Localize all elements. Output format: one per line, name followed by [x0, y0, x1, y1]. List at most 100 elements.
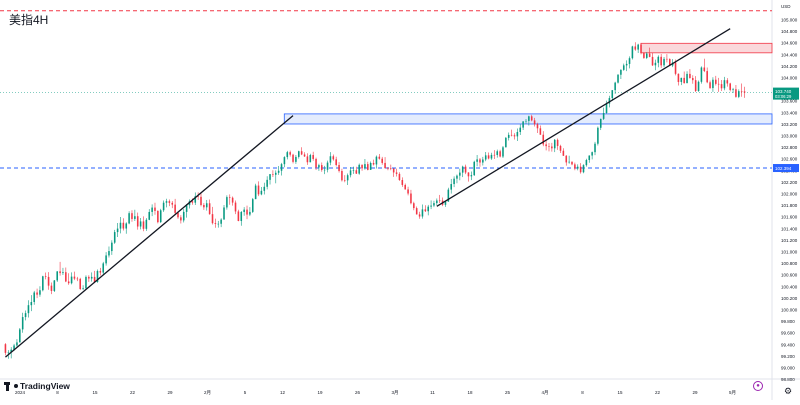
- candle-body: [151, 207, 153, 212]
- candle-body: [631, 46, 634, 59]
- candle-body: [321, 165, 323, 171]
- candle-body: [571, 161, 573, 165]
- gear-icon[interactable]: ⚙: [784, 386, 793, 396]
- candle-body: [197, 196, 199, 197]
- time-tick-label: 4月: [541, 390, 548, 396]
- time-tick-label: 18: [467, 390, 473, 395]
- time-tick-label: 29: [692, 390, 698, 395]
- candle-body: [105, 255, 107, 264]
- price-tick-label: 99.200: [781, 354, 795, 359]
- candle-body: [367, 164, 369, 170]
- candle-body: [398, 173, 401, 181]
- candle-body: [657, 56, 660, 63]
- price-zone: [640, 42, 773, 54]
- candle-body: [392, 168, 395, 173]
- candle-body: [303, 154, 306, 157]
- candle-body: [180, 217, 182, 221]
- candle-body: [438, 200, 441, 202]
- candle-body: [654, 62, 657, 66]
- price-axis[interactable]: USD 105.000 104.800 104.600 104.400 104.200 10…: [781, 4, 798, 382]
- time-tick-label: 2024: [15, 390, 26, 395]
- candle-body: [528, 116, 530, 121]
- candle-body: [142, 221, 145, 229]
- tradingview-logo[interactable]: TradingView: [4, 380, 70, 392]
- candle-body: [335, 159, 337, 165]
- candle-body: [496, 151, 499, 155]
- candle-body: [88, 276, 90, 279]
- candle-body: [134, 216, 136, 219]
- candle-body: [139, 221, 142, 227]
- price-tick-label: 100.600: [781, 273, 798, 278]
- candle-body: [536, 124, 539, 129]
- candle-body: [709, 82, 711, 89]
- candle-body: [263, 186, 266, 191]
- candle-body: [574, 164, 576, 169]
- price-tick-label: 102.000: [781, 192, 798, 197]
- candle-body: [628, 58, 631, 64]
- candle-body: [300, 151, 303, 155]
- candle-body: [177, 212, 179, 218]
- time-tick-label: 22: [130, 390, 136, 395]
- price-tick-label: 103.600: [781, 99, 798, 104]
- candle-body: [21, 317, 24, 330]
- time-axis[interactable]: 2024 8 15 22 29 2月 5 12 19 26 3月 11 18 25 4月 8 15 22 29 5月: [15, 390, 736, 396]
- tradingview-logo-text: TradingView: [20, 381, 70, 391]
- candle-body: [297, 151, 300, 157]
- candle-body: [726, 80, 729, 84]
- candle-body: [76, 278, 79, 280]
- candle-body: [220, 219, 222, 224]
- candle-body: [99, 271, 102, 273]
- candle-body: [499, 151, 501, 157]
- circle-dot-icon[interactable]: ●: [753, 381, 763, 391]
- candle-body: [487, 155, 490, 159]
- candle-body: [4, 344, 7, 353]
- candle-body: [102, 263, 105, 273]
- candle-body: [692, 78, 694, 81]
- candle-body: [332, 156, 335, 160]
- time-tick-label: 5: [244, 390, 247, 395]
- price-tick-label: 101.000: [781, 250, 798, 255]
- candle-body: [56, 271, 58, 281]
- candle-body: [223, 207, 225, 220]
- price-tick-label: 104.400: [781, 52, 798, 57]
- candle-body: [582, 165, 585, 173]
- candle-body: [157, 210, 159, 223]
- price-tick-label: 104.800: [781, 29, 798, 34]
- candle-body: [154, 207, 156, 211]
- candle-body: [470, 175, 473, 177]
- candle-body: [128, 213, 130, 224]
- candle-body: [513, 135, 516, 137]
- candle-body: [565, 155, 568, 163]
- candle-body: [551, 146, 553, 149]
- candle-body: [594, 143, 596, 153]
- candle-body: [70, 276, 73, 284]
- price-tick-label: 101.600: [781, 215, 798, 220]
- candle-body: [111, 242, 113, 252]
- candle-body: [266, 179, 268, 187]
- candle-body: [108, 251, 110, 256]
- time-tick-label: 12: [280, 390, 286, 395]
- candle-body: [686, 73, 688, 84]
- candle-body: [660, 56, 662, 66]
- time-tick-label: 15: [617, 390, 623, 395]
- candle-body: [510, 134, 513, 136]
- candle-body: [19, 329, 21, 343]
- candle-body: [30, 301, 33, 306]
- price-axis-unit: USD: [781, 4, 791, 9]
- candle-body: [237, 211, 240, 221]
- candle-body: [507, 134, 510, 138]
- candle-body: [525, 120, 527, 122]
- candle-body: [588, 155, 591, 161]
- candle-body: [73, 276, 76, 279]
- candle-body: [743, 91, 746, 93]
- candle-body: [479, 159, 481, 163]
- candle-body: [605, 103, 608, 114]
- candle-body: [125, 223, 128, 229]
- candle-body: [165, 201, 168, 203]
- candle-body: [24, 313, 27, 318]
- candle-body: [576, 166, 579, 169]
